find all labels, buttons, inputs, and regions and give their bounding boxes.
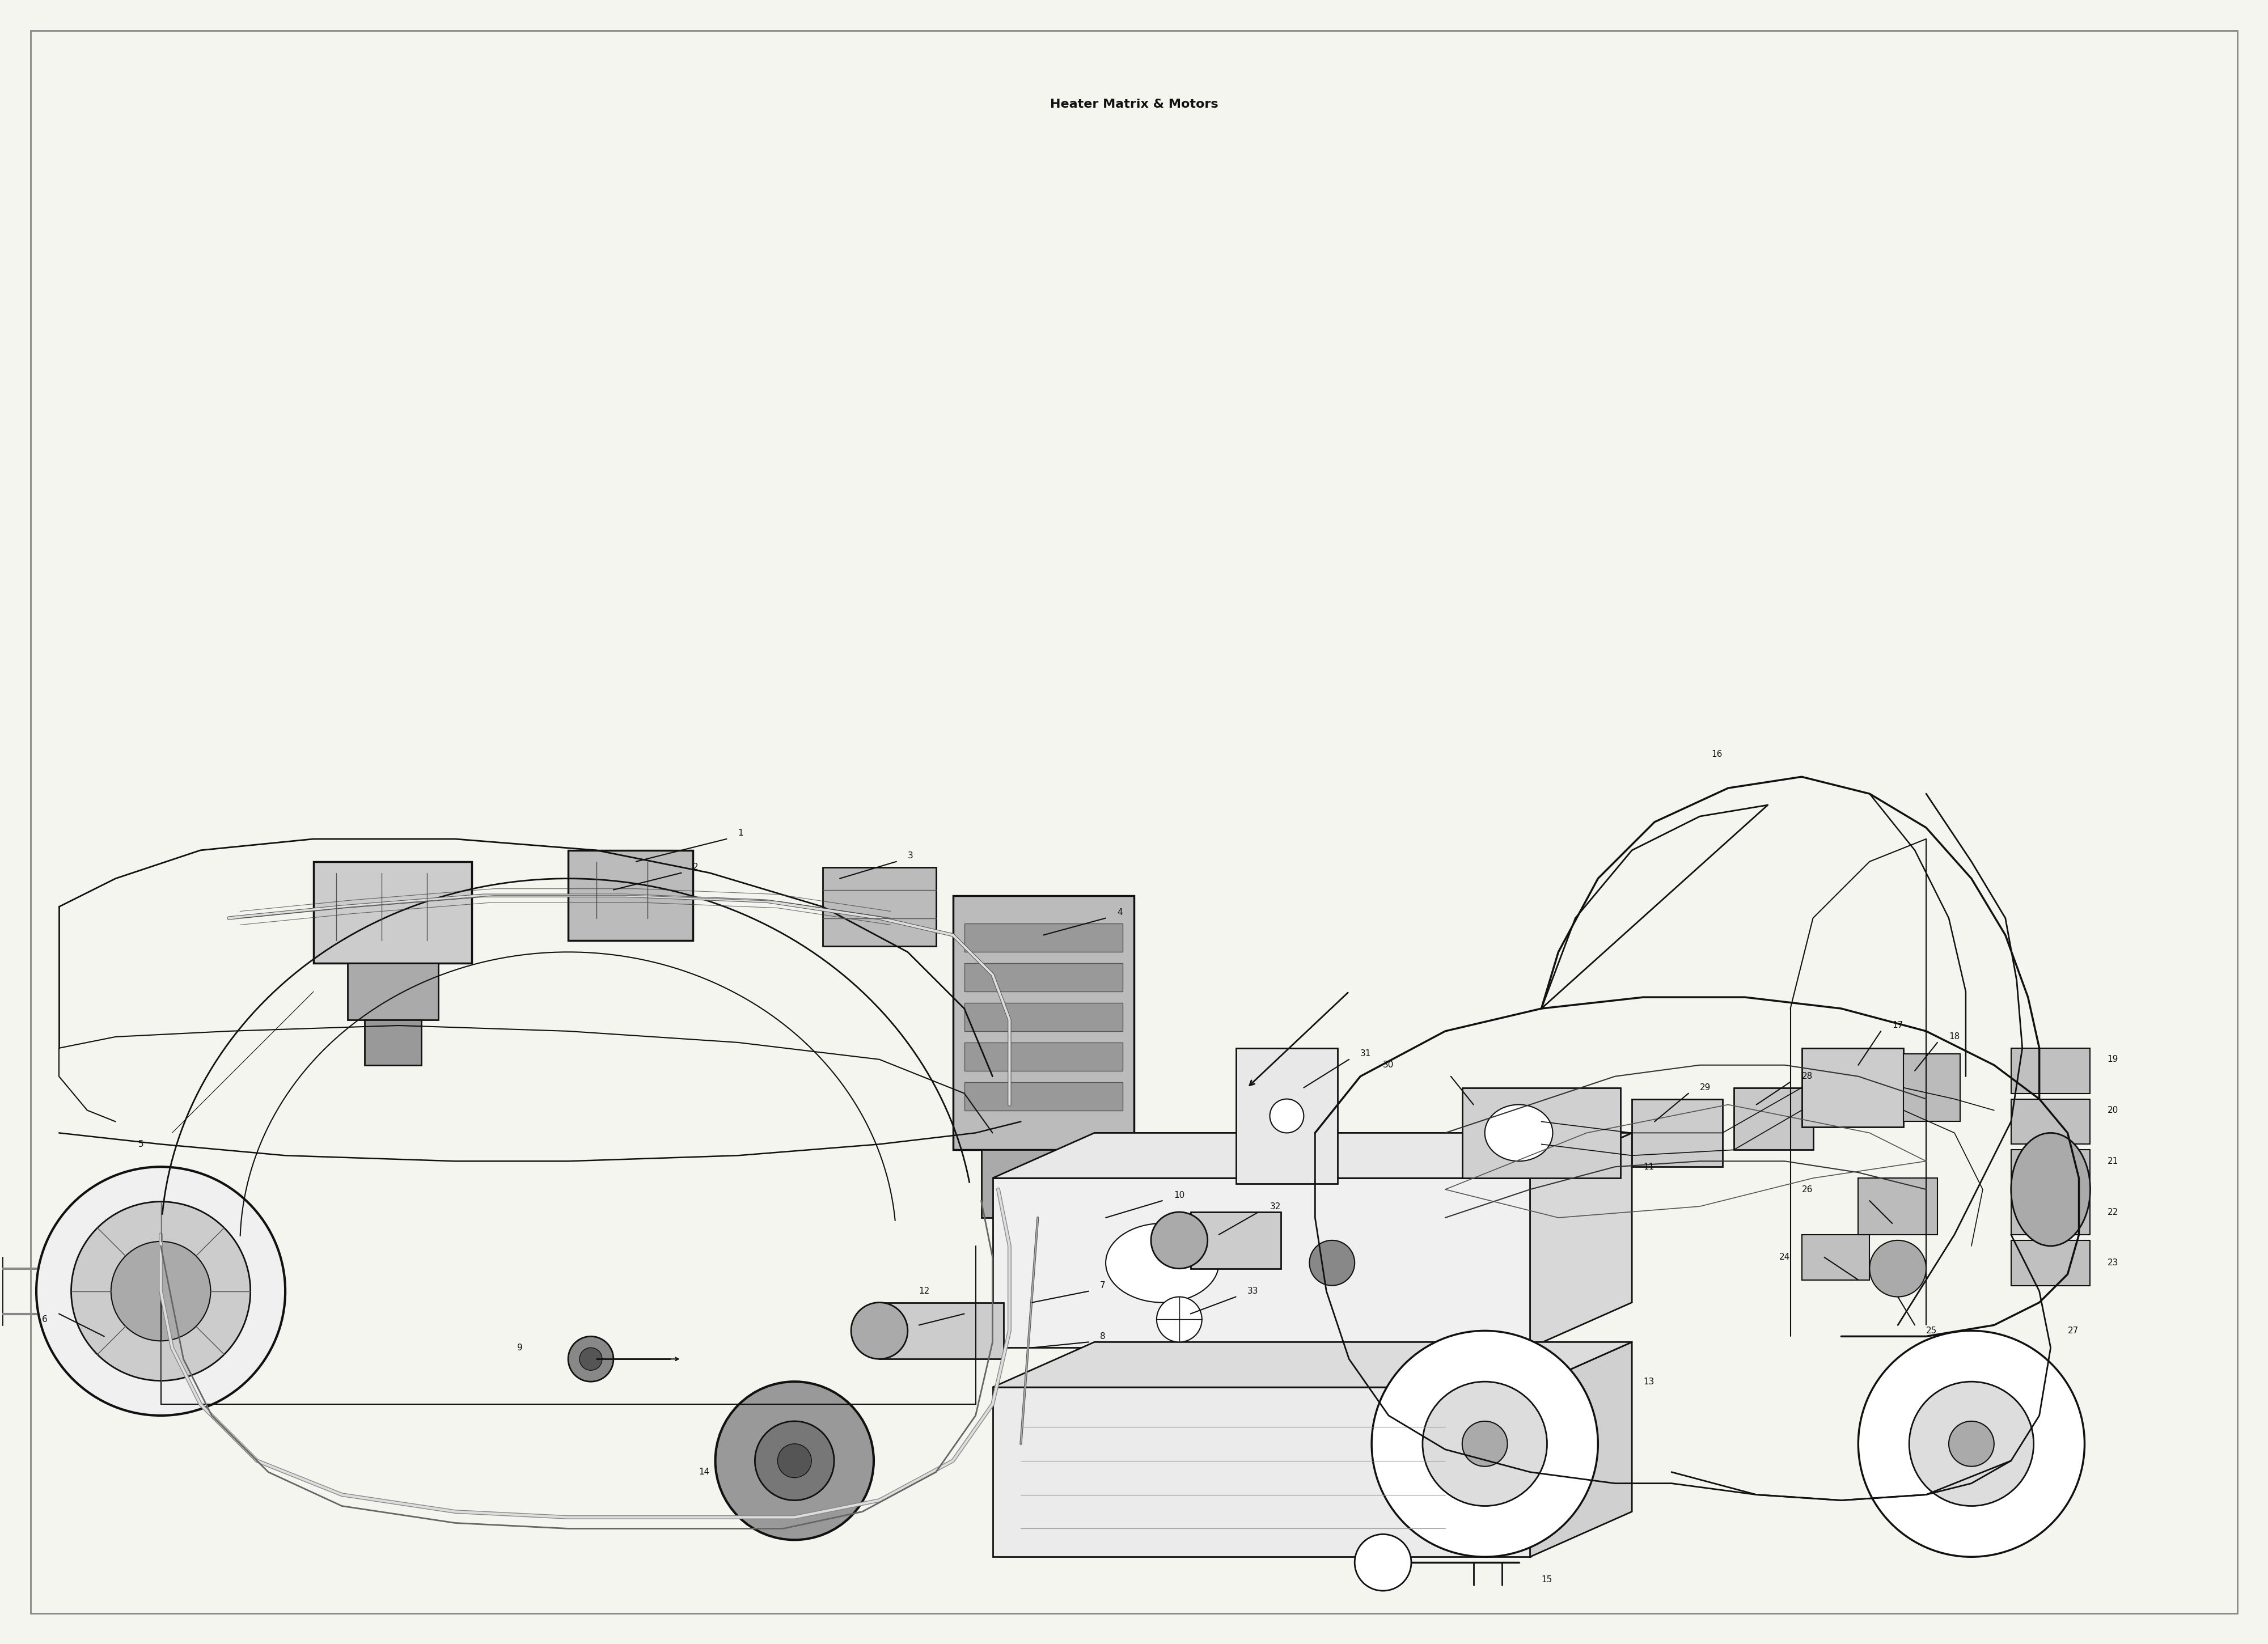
Text: 31: 31 [1361,1049,1372,1059]
Text: 5: 5 [138,1139,143,1149]
Text: 14: 14 [699,1468,710,1476]
Text: 18: 18 [1948,1032,1960,1041]
Bar [964,1082,1123,1110]
Circle shape [111,1241,211,1342]
Text: 29: 29 [1699,1083,1710,1092]
Bar [313,861,472,963]
Bar [2012,1149,2091,1189]
Bar [1191,1212,1281,1269]
Circle shape [1910,1381,2034,1506]
Circle shape [1270,1098,1304,1133]
Circle shape [714,1381,873,1540]
Bar [993,1179,1531,1348]
Bar [569,850,692,940]
Bar [964,1042,1123,1070]
Bar [365,1019,422,1065]
Text: 11: 11 [1644,1162,1653,1171]
Bar [1009,1263,1077,1320]
Circle shape [1463,1462,1486,1483]
Text: 28: 28 [1801,1072,1812,1080]
Bar [998,1218,1089,1263]
Bar [0,1258,2,1325]
Bar [1801,1049,1903,1128]
Bar [1236,1049,1338,1184]
Bar [2012,1098,2091,1144]
Circle shape [1857,1330,2084,1557]
Text: 17: 17 [1892,1021,1903,1029]
Circle shape [581,1348,601,1371]
Text: 25: 25 [1926,1327,1937,1335]
Text: 10: 10 [1173,1190,1184,1200]
Text: 23: 23 [2107,1259,2118,1268]
Bar [1633,1098,1721,1167]
Text: 21: 21 [2107,1157,2118,1166]
Bar [993,1388,1531,1557]
Bar [964,1003,1123,1031]
Bar [964,963,1123,991]
Circle shape [70,1202,249,1381]
Polygon shape [1531,1342,1633,1557]
Text: 33: 33 [1247,1287,1259,1295]
Bar [347,963,438,1019]
Text: 13: 13 [1644,1378,1653,1386]
Bar [2012,1195,2091,1235]
Circle shape [850,1302,907,1360]
Text: 26: 26 [1803,1185,1812,1194]
Text: 7: 7 [1100,1281,1105,1291]
Text: 20: 20 [2107,1106,2118,1115]
Bar [1903,1054,1960,1121]
Circle shape [36,1167,286,1415]
Text: 27: 27 [2068,1327,2077,1335]
Text: 32: 32 [1270,1202,1281,1210]
Circle shape [1372,1330,1599,1557]
Text: 24: 24 [1780,1253,1789,1261]
Text: 8: 8 [1100,1332,1105,1340]
Polygon shape [1531,1133,1633,1348]
Bar [964,924,1123,952]
Text: 2: 2 [692,863,699,871]
Ellipse shape [2012,1133,2091,1246]
Ellipse shape [1107,1223,1218,1302]
Circle shape [1463,1420,1508,1466]
Polygon shape [993,1342,1633,1388]
Bar [823,868,937,947]
Bar [880,1302,1005,1360]
Bar [1733,1088,1812,1149]
Circle shape [755,1420,835,1501]
Text: 1: 1 [737,829,744,837]
Text: 6: 6 [43,1315,48,1323]
Ellipse shape [1486,1105,1554,1161]
Text: 3: 3 [907,852,914,860]
Circle shape [1948,1420,1994,1466]
Circle shape [1354,1534,1411,1591]
Text: 9: 9 [517,1343,524,1351]
Bar [982,1149,1107,1218]
Text: 19: 19 [2107,1055,2118,1064]
Text: 30: 30 [1383,1060,1395,1069]
Text: Heater Matrix & Motors: Heater Matrix & Motors [1050,99,1218,110]
Text: 22: 22 [2107,1208,2118,1217]
Bar [1463,1088,1622,1179]
Bar [2012,1240,2091,1286]
Bar [1857,1179,1937,1235]
Text: 12: 12 [919,1287,930,1295]
Bar [1801,1235,1869,1281]
Circle shape [1309,1240,1354,1286]
Circle shape [778,1443,812,1478]
Text: 4: 4 [1118,907,1123,917]
Circle shape [1157,1297,1202,1342]
Polygon shape [993,1133,1633,1179]
Text: 16: 16 [1710,750,1721,758]
Circle shape [1869,1240,1926,1297]
Bar [2012,1049,2091,1093]
Circle shape [1479,1462,1501,1483]
Bar [953,896,1134,1149]
Circle shape [1422,1381,1547,1506]
Circle shape [1150,1212,1207,1269]
Circle shape [569,1337,612,1381]
Text: 15: 15 [1542,1575,1551,1583]
